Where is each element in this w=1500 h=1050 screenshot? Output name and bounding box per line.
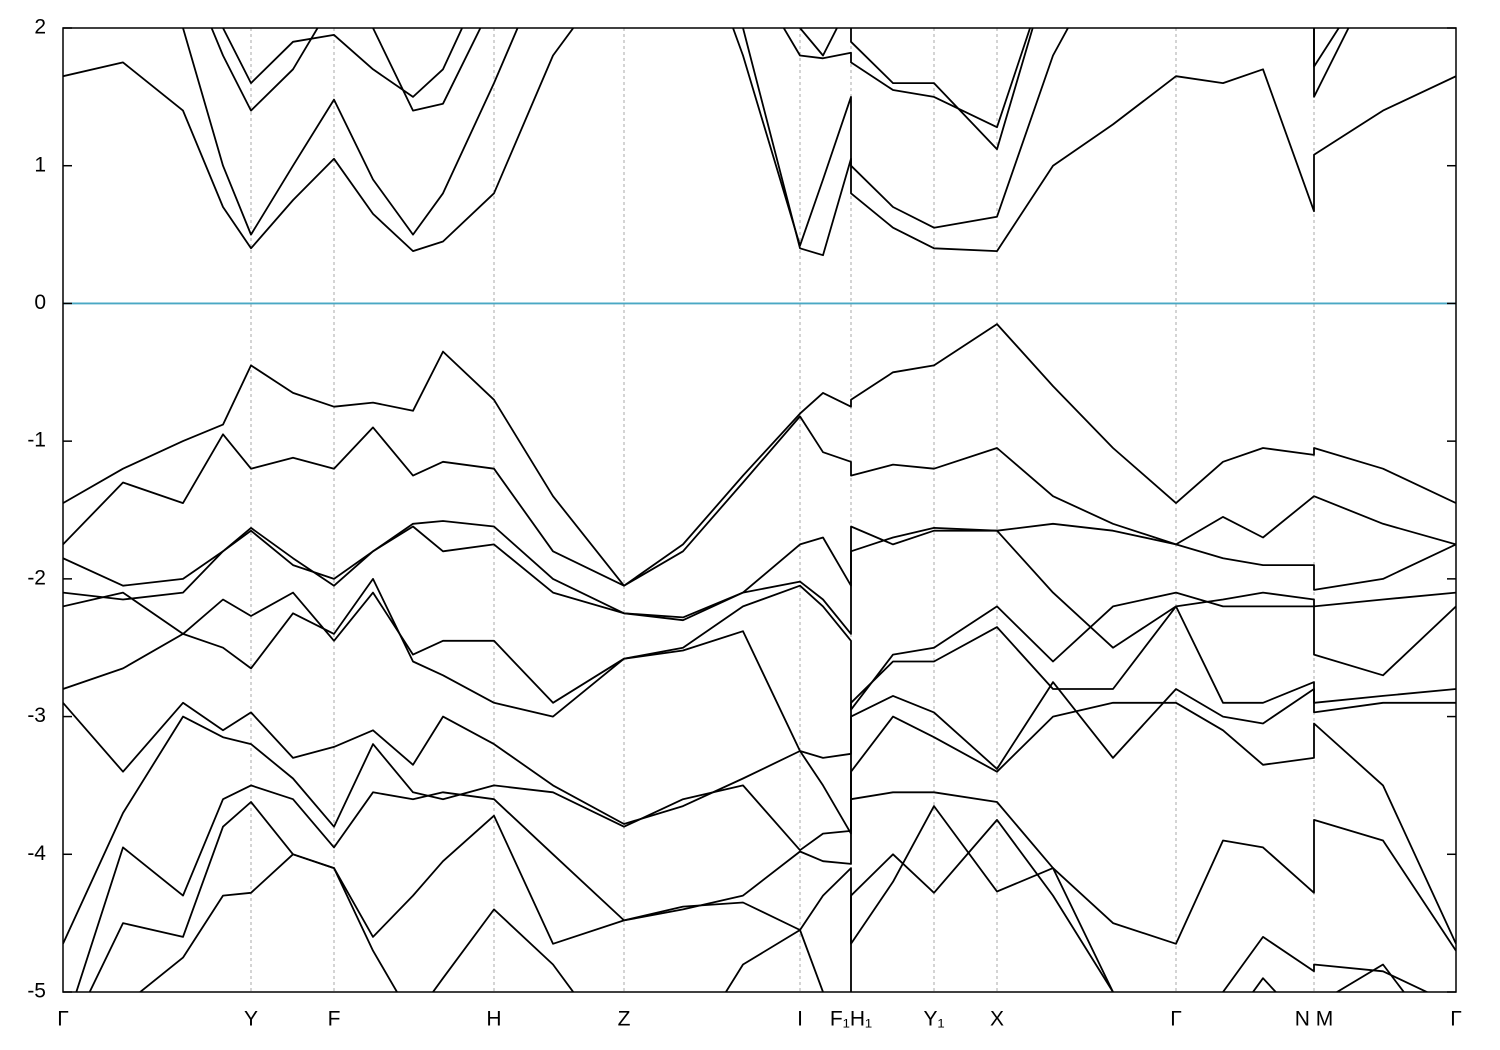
x-tick-label: Y₁ (923, 1008, 944, 1031)
y-tick-label: -4 (27, 842, 46, 865)
y-tick-label: 0 (34, 291, 46, 314)
x-tick-label: F (328, 1008, 341, 1031)
x-tick-label: Z (618, 1008, 631, 1031)
band-line (63, 584, 1456, 711)
band-line (63, 681, 1456, 835)
y-tick-label: 2 (34, 16, 46, 39)
y-tick-label: 1 (34, 153, 46, 176)
band-line (63, 701, 1456, 945)
band-line (63, 415, 1456, 587)
x-tick-label: N M (1295, 1008, 1334, 1031)
x-tick-label: Γ (57, 1008, 69, 1031)
band-line (75, 784, 1456, 992)
x-tick-label: H (486, 1008, 501, 1031)
x-tick-label: X (990, 1008, 1004, 1031)
band-line (181, 28, 1350, 247)
x-tick-label: I (797, 1008, 803, 1031)
band-line (221, 28, 1340, 129)
band-line (63, 522, 1456, 622)
y-tick-label: -5 (27, 980, 46, 1003)
y-tick-label: -1 (27, 429, 46, 452)
x-tick-label: Γ (1450, 1008, 1462, 1031)
plot-frame (62, 27, 1457, 993)
band-line (210, 28, 1034, 151)
band-line (88, 801, 1429, 992)
x-tick-label: Y (244, 1008, 258, 1031)
x-tick-label: F₁H₁ (830, 1008, 872, 1031)
y-tick-label: -3 (27, 704, 46, 727)
band-line (63, 28, 1456, 257)
band-line (138, 819, 1405, 992)
band-line (63, 323, 1456, 587)
y-tick-label: -2 (27, 566, 46, 589)
band-line (63, 520, 1456, 649)
x-tick-label: Γ (1170, 1008, 1182, 1031)
